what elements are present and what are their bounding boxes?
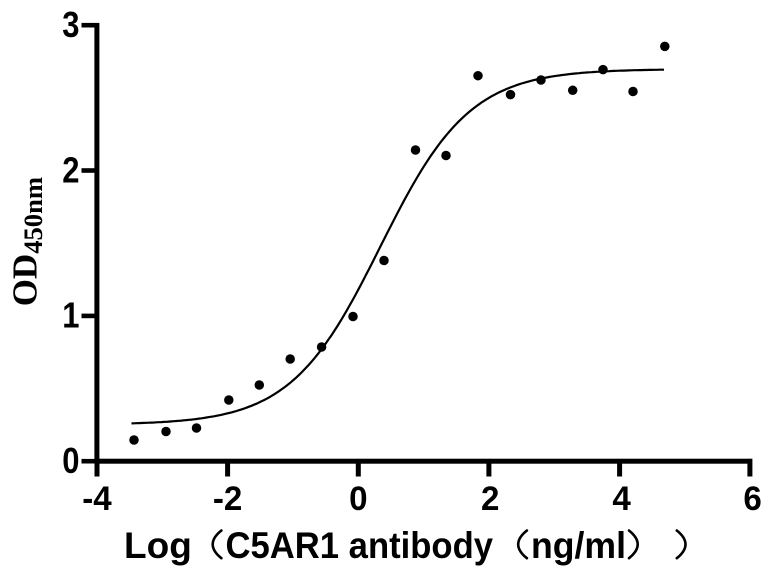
svg-text:0: 0 [62, 442, 79, 482]
svg-text:6: 6 [743, 479, 761, 518]
svg-text:2: 2 [481, 479, 499, 518]
svg-text:3: 3 [62, 6, 79, 46]
svg-text:-4: -4 [82, 479, 112, 518]
svg-text:1: 1 [62, 297, 79, 337]
svg-text:4: 4 [612, 479, 631, 518]
svg-text:0: 0 [349, 479, 367, 518]
svg-text:-2: -2 [213, 479, 242, 518]
svg-text:OD450nm: OD450nm [6, 177, 49, 306]
svg-text:2: 2 [62, 151, 79, 191]
